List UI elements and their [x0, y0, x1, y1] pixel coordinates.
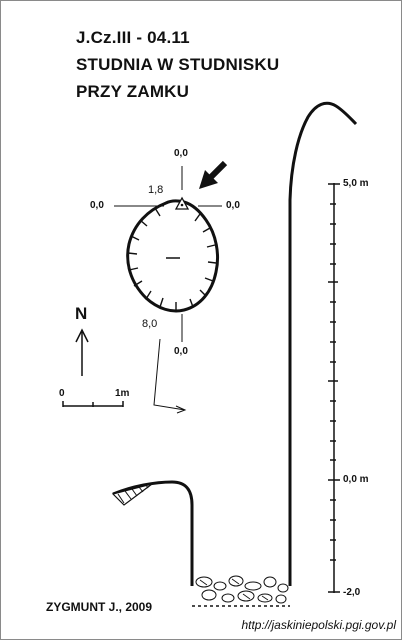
scale-bottom-label: -2,0	[343, 587, 361, 598]
entrance-point	[180, 203, 184, 207]
depth-label-entrance: 1,8	[148, 184, 164, 196]
shaft-bottom-rubble	[192, 575, 290, 607]
surface-rubble-hatch	[111, 483, 153, 506]
cave-location-title: PRZY ZAMKU	[76, 82, 190, 101]
depth-label-bottom: 8,0	[142, 318, 158, 330]
section-view	[111, 101, 358, 607]
height-label-north: 0,0	[174, 148, 188, 159]
scale-end-label: 1m	[115, 388, 130, 399]
author-credit: ZYGMUNT J., 2009	[46, 600, 153, 614]
leader-arrow-head	[175, 405, 187, 414]
section-left-wall	[112, 480, 194, 586]
scale-middle-label: 0,0 m	[343, 474, 369, 485]
cave-id-title: J.Cz.III - 04.11	[76, 28, 190, 47]
vertical-depth-scale	[328, 183, 340, 593]
scale-bar	[62, 401, 124, 407]
shaft-wall-ticks	[127, 207, 217, 311]
height-label-east: 0,0	[226, 200, 240, 211]
cave-name-title: STUDNIA W STUDNISKU	[76, 55, 280, 74]
scale-top-label: 5,0 m	[343, 178, 369, 189]
height-label-south: 0,0	[174, 346, 188, 357]
plan-view	[114, 160, 228, 414]
north-label: N	[75, 304, 88, 323]
height-label-west: 0,0	[90, 200, 104, 211]
shaft-plan-outline	[126, 199, 220, 313]
source-url: http://jaskiniepolski.pgi.gov.pl	[241, 618, 396, 632]
depth-leader-line	[153, 338, 186, 411]
section-right-wall	[288, 101, 358, 586]
entrance-arrow-icon	[199, 160, 228, 189]
scale-start-label: 0	[59, 388, 65, 399]
entrance-triangle-icon	[174, 196, 190, 210]
north-arrow-icon	[75, 328, 89, 376]
